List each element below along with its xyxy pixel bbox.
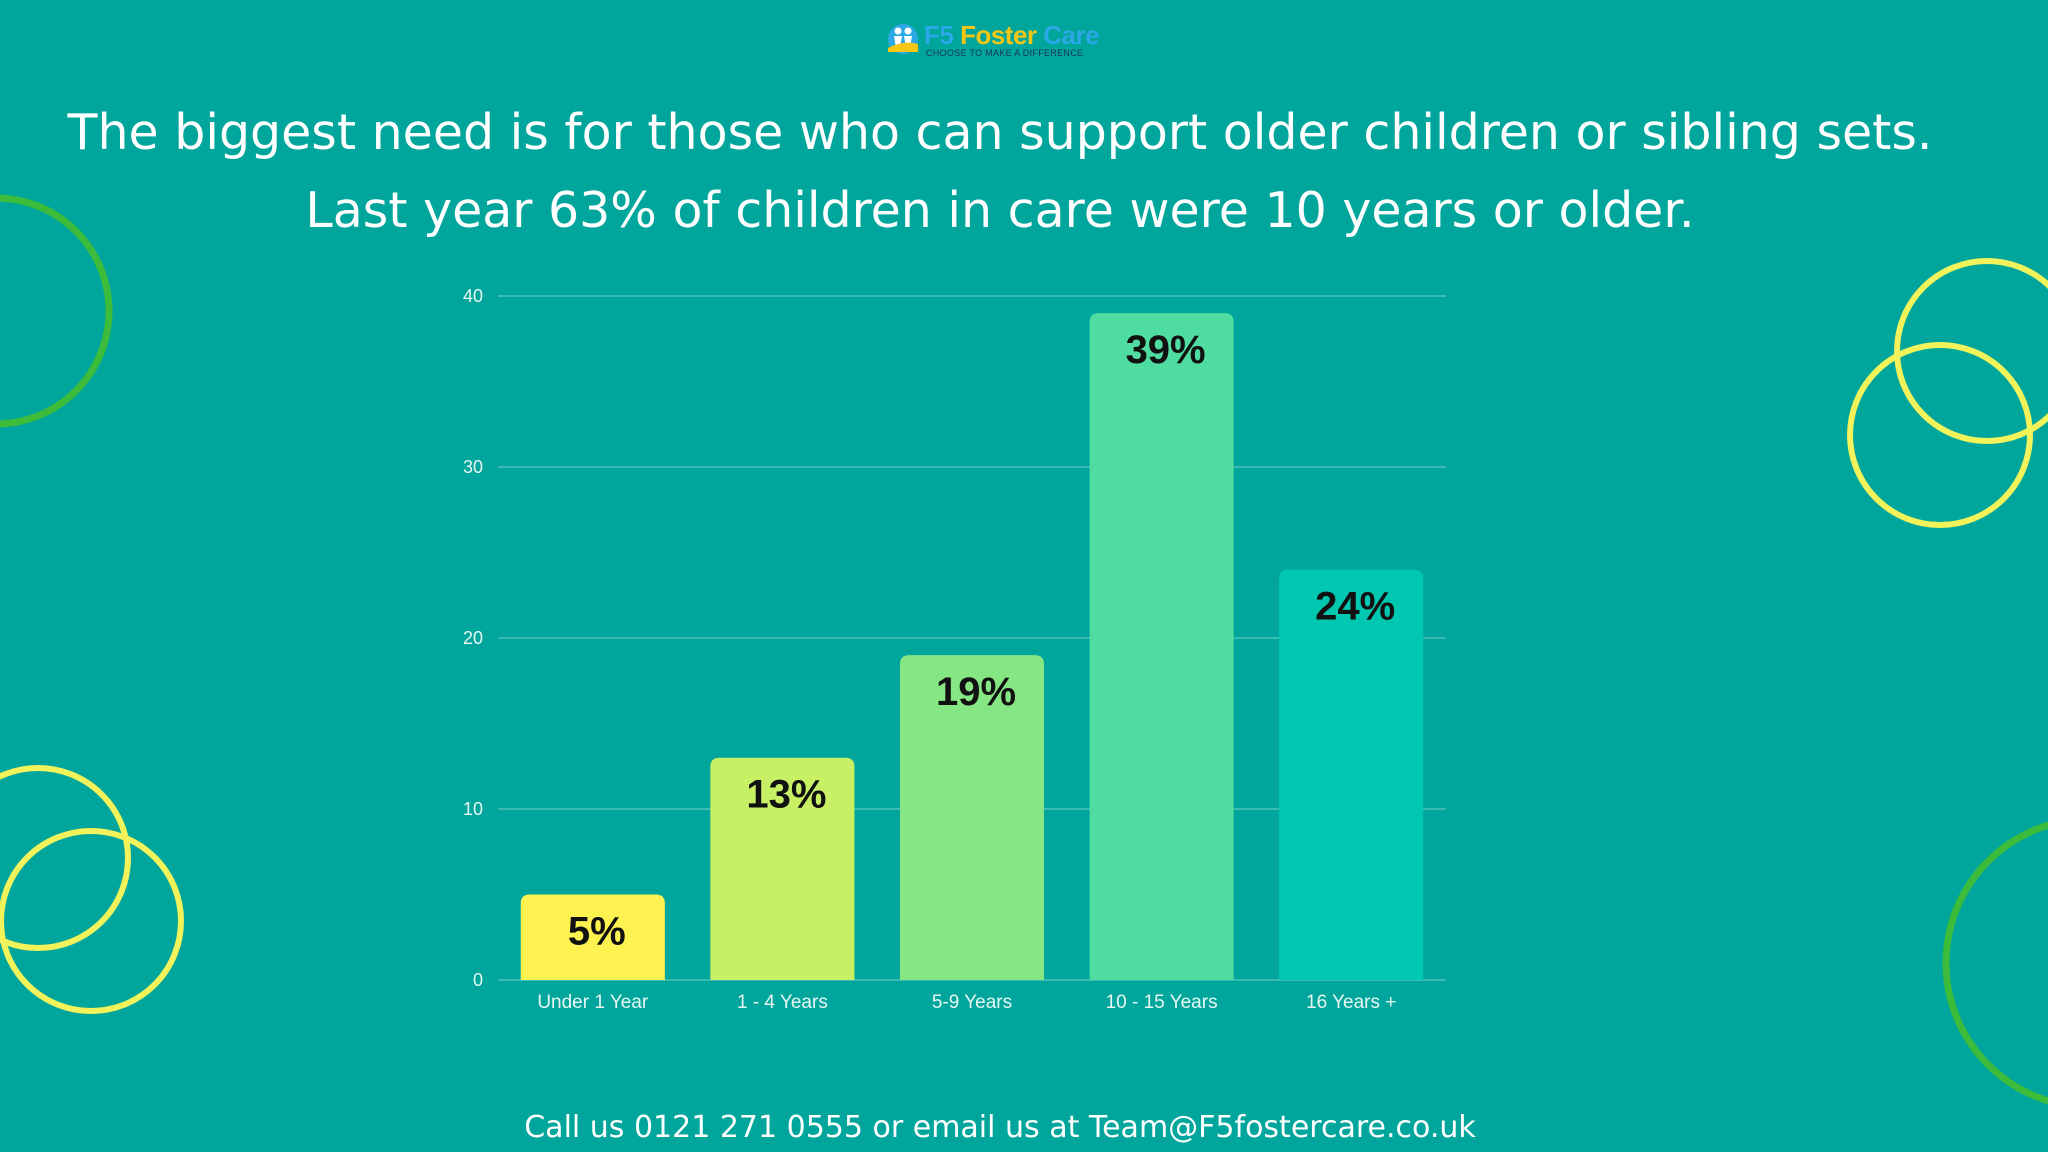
y-tick-label: 10 — [463, 799, 483, 819]
y-tick-label: 20 — [463, 628, 483, 648]
bar-data-label: 5% — [568, 910, 626, 954]
family-emblem-icon — [888, 24, 918, 54]
bar — [520, 894, 665, 980]
brand-tagline: CHOOSE TO MAKE A DIFFERENCE — [926, 48, 1084, 58]
headline-line-1: The biggest need is for those who can su… — [67, 104, 1933, 161]
bar — [710, 757, 855, 980]
contact-footer: Call us 0121 271 0555 or email us at Tea… — [524, 1110, 1476, 1145]
bar — [899, 655, 1045, 980]
bar-data-label: 24% — [1315, 585, 1395, 629]
y-tick-label: 40 — [463, 286, 483, 306]
y-tick-label: 30 — [463, 457, 483, 477]
x-tick-label: 16 Years + — [1306, 992, 1396, 1013]
headline-line-2: Last year 63% of children in care were 1… — [305, 182, 1695, 239]
brand-logo: F5 Foster Care CHOOSE TO MAKE A DIFFEREN… — [886, 20, 1100, 60]
bar — [1279, 569, 1424, 980]
brand-name-part1: F5 — [924, 20, 954, 50]
bar — [1089, 313, 1234, 981]
y-tick-label: 0 — [473, 970, 483, 990]
bar-data-label: 13% — [746, 773, 826, 817]
brand-name-part3: Care — [1043, 20, 1100, 50]
x-tick-label: 5-9 Years — [932, 992, 1012, 1013]
bar-data-label: 39% — [1126, 328, 1206, 372]
x-tick-label: 1 - 4 Years — [737, 992, 828, 1013]
x-tick-label: 10 - 15 Years — [1106, 992, 1218, 1013]
brand-name: F5 Foster Care — [924, 20, 1100, 51]
bar-data-label: 19% — [936, 670, 1016, 714]
brand-name-part2: Foster — [960, 20, 1037, 50]
x-tick-label: Under 1 Year — [537, 992, 649, 1013]
